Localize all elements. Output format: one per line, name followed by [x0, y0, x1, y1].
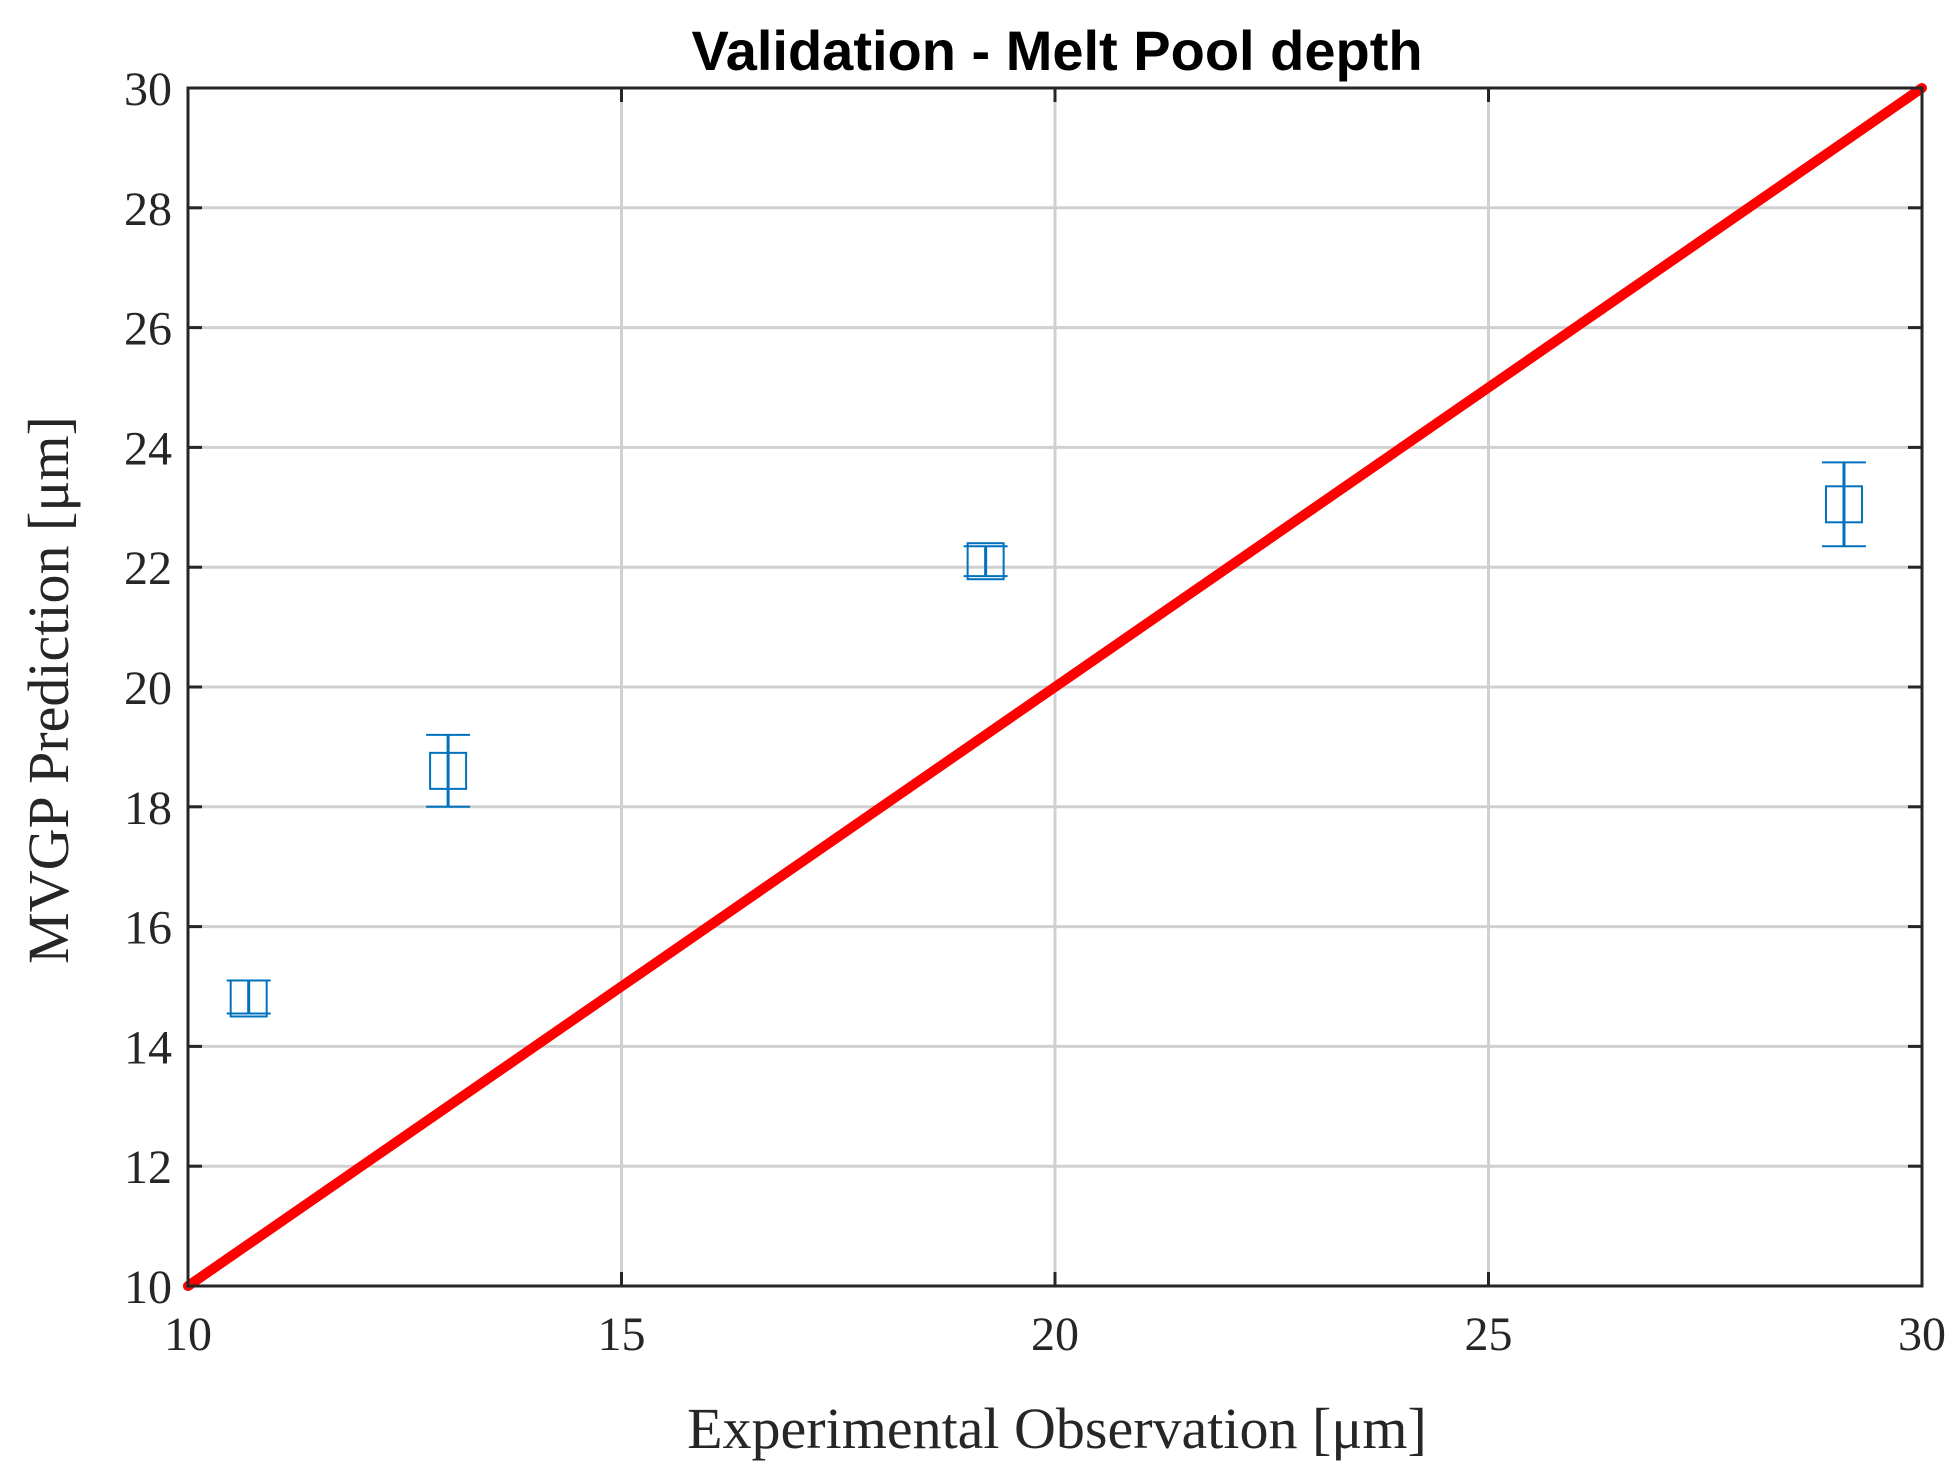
y-tick-label: 16 — [124, 902, 172, 955]
chart-title: Validation - Melt Pool depth — [691, 19, 1422, 82]
y-tick-label: 10 — [124, 1261, 172, 1314]
data-points — [226, 461, 1866, 1018]
data-point — [226, 979, 271, 1018]
y-tick-label: 30 — [124, 63, 172, 116]
x-tick-label: 30 — [1898, 1308, 1946, 1361]
data-point — [963, 542, 1008, 581]
y-tick-label: 22 — [124, 542, 172, 595]
y-axis-label: MVGP Prediction [μm] — [16, 416, 81, 964]
x-axis-label: Experimental Observation [μm] — [687, 1396, 1427, 1461]
y-tick-label: 12 — [124, 1141, 172, 1194]
reference-line-layer — [183, 83, 1927, 1291]
y-tick-labels: 10 12 14 16 18 20 22 24 26 28 30 — [124, 63, 172, 1314]
y-tick-label: 28 — [124, 183, 172, 236]
y-tick-label: 14 — [124, 1021, 172, 1074]
y-tick-label: 26 — [124, 303, 172, 356]
square-marker — [229, 979, 268, 1018]
y-tick-label: 24 — [124, 422, 172, 475]
ticks — [186, 86, 1924, 1288]
x-tick-label: 25 — [1465, 1308, 1513, 1361]
y-tick-label: 20 — [124, 662, 172, 715]
grid — [188, 88, 1922, 1286]
y-tick-label: 18 — [124, 782, 172, 835]
data-point — [1821, 461, 1866, 548]
reference-line — [183, 83, 1927, 1291]
x-tick-label: 15 — [598, 1308, 646, 1361]
x-tick-label: 20 — [1031, 1308, 1079, 1361]
data-point — [426, 733, 471, 808]
square-marker — [429, 751, 468, 790]
x-tick-labels: 10 15 20 25 30 — [164, 1308, 1946, 1361]
x-tick-label: 10 — [164, 1308, 212, 1361]
square-marker — [1824, 485, 1863, 524]
square-marker — [966, 542, 1005, 581]
